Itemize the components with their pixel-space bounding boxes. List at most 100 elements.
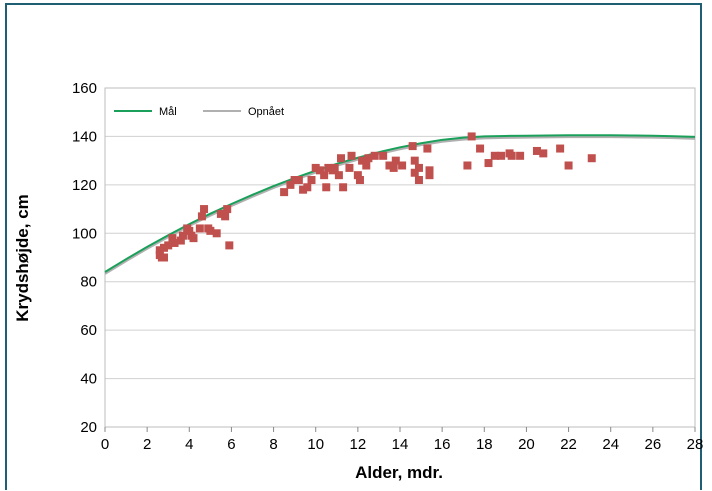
- data-point: [320, 171, 329, 180]
- y-tick-label: 120: [72, 177, 97, 194]
- data-point: [195, 224, 204, 233]
- data-point: [410, 156, 419, 165]
- data-point: [189, 234, 198, 243]
- data-point: [286, 180, 295, 189]
- x-tick-label: 28: [687, 436, 704, 453]
- plot-area-border: [104, 87, 696, 428]
- y-axis-ticks: 20 40 60 80 100 120 140 160: [72, 80, 97, 436]
- y-tick-label: 80: [80, 274, 97, 291]
- data-point: [337, 154, 345, 163]
- data-point: [497, 151, 506, 160]
- data-point: [197, 212, 206, 221]
- data-point: [414, 176, 423, 185]
- x-tick-label: 6: [227, 436, 235, 453]
- grid-layer: [105, 87, 695, 428]
- data-point: [185, 226, 194, 235]
- data-point: [507, 151, 516, 160]
- data-point: [347, 151, 356, 160]
- series-line-achieved: [104, 135, 696, 275]
- x-tick-label: 2: [143, 436, 151, 453]
- data-point: [364, 154, 373, 163]
- legend-label-achieved: Opnået: [248, 106, 284, 118]
- x-tick-label: 26: [645, 436, 662, 453]
- x-tick-label: 0: [101, 436, 109, 453]
- data-point: [391, 156, 400, 165]
- x-tick-label: 12: [350, 436, 367, 453]
- data-points: [155, 132, 596, 262]
- x-tick-label: 4: [185, 436, 193, 453]
- data-point: [299, 185, 308, 194]
- data-point: [532, 146, 541, 155]
- x-tick-label: 24: [602, 436, 619, 453]
- x-tick-label: 18: [476, 436, 493, 453]
- data-point: [476, 144, 485, 153]
- data-point: [353, 171, 362, 180]
- data-point: [200, 205, 209, 214]
- data-point: [176, 236, 185, 245]
- data-point: [178, 231, 187, 240]
- x-tick-label: 20: [518, 436, 535, 453]
- data-point: [516, 151, 525, 160]
- series-line-target: [104, 134, 696, 273]
- x-tick-label: 14: [392, 436, 409, 453]
- data-point: [414, 163, 423, 172]
- y-tick-label: 20: [80, 419, 97, 436]
- data-point: [155, 246, 164, 255]
- x-axis-ticks: 0 2 4 6 8 10 12 14 16 18 20 22 24 26 28: [101, 427, 704, 453]
- data-point: [307, 176, 316, 185]
- data-point: [370, 151, 379, 160]
- x-tick-label: 22: [560, 436, 577, 453]
- data-point: [160, 243, 168, 252]
- data-point: [490, 151, 499, 160]
- data-point: [225, 241, 234, 250]
- data-point: [389, 163, 398, 172]
- data-point: [408, 142, 417, 151]
- y-tick-label: 140: [72, 128, 97, 145]
- x-tick-label: 16: [434, 436, 451, 453]
- legend-label-target: Mål: [159, 106, 177, 118]
- data-point: [170, 238, 179, 247]
- data-point: [425, 171, 434, 180]
- data-point: [315, 166, 324, 175]
- data-point: [467, 132, 476, 141]
- data-point: [564, 161, 573, 170]
- data-point: [160, 253, 168, 262]
- data-point: [410, 168, 419, 177]
- data-point: [425, 166, 434, 175]
- data-point: [587, 154, 596, 163]
- data-point: [339, 183, 348, 192]
- y-tick-label: 100: [72, 225, 97, 242]
- data-point: [212, 229, 221, 238]
- data-point: [362, 161, 371, 170]
- y-tick-label: 40: [80, 371, 97, 388]
- data-point: [334, 171, 343, 180]
- data-point: [463, 161, 472, 170]
- data-point: [303, 183, 312, 192]
- data-point: [290, 176, 299, 185]
- data-point: [223, 205, 232, 214]
- y-axis-title: Krydshøjde, cm: [13, 194, 32, 322]
- data-point: [221, 212, 230, 221]
- data-point: [398, 161, 407, 170]
- data-point: [355, 176, 364, 185]
- chart-frame: [5, 3, 702, 490]
- data-point: [358, 156, 367, 165]
- data-point: [311, 163, 320, 172]
- y-tick-label: 160: [72, 80, 97, 97]
- data-point: [379, 151, 388, 160]
- data-point: [330, 163, 339, 172]
- data-point: [539, 149, 548, 158]
- y-tick-label: 60: [80, 322, 97, 339]
- data-point: [206, 226, 215, 235]
- data-point: [280, 188, 289, 197]
- data-point: [324, 163, 333, 172]
- data-point: [556, 144, 565, 153]
- data-point: [216, 209, 225, 218]
- data-point: [385, 161, 394, 170]
- data-point: [294, 176, 303, 185]
- data-point: [164, 241, 173, 250]
- x-axis-title: Alder, mdr.: [355, 463, 443, 482]
- data-point: [484, 159, 493, 168]
- x-tick-label: 10: [307, 436, 324, 453]
